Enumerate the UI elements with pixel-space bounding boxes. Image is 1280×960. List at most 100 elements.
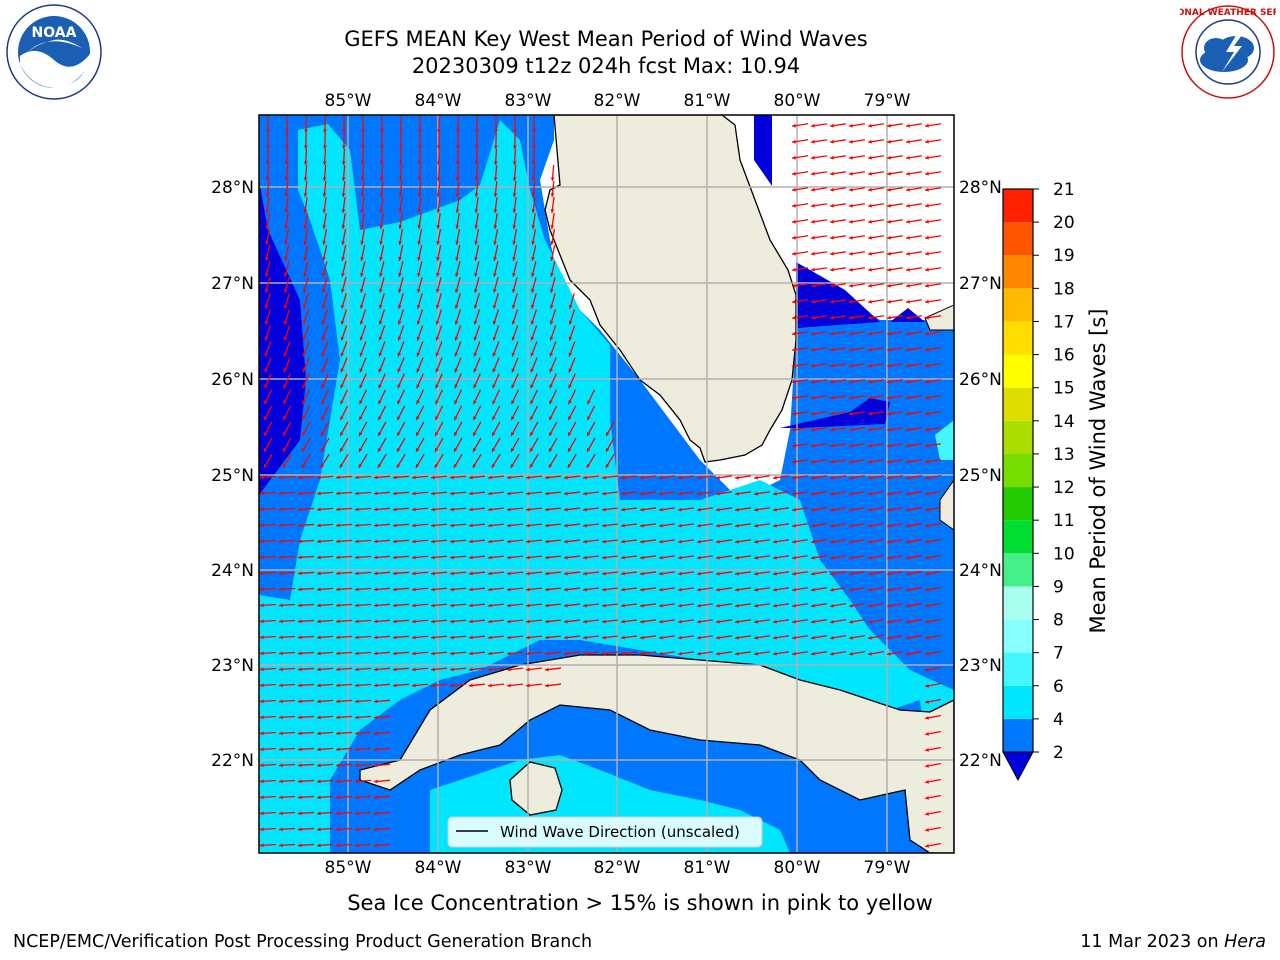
wave-direction-arrow [810, 459, 828, 464]
wave-direction-arrow [531, 132, 536, 150]
wave-direction-arrow [772, 635, 790, 640]
wave-direction-arrow [297, 699, 315, 704]
wave-direction-arrow [905, 379, 923, 384]
wave-direction-arrow [417, 245, 423, 261]
wave-direction-arrow [582, 587, 600, 592]
colorbar-segment [1003, 321, 1033, 355]
wave-direction-arrow [416, 341, 424, 357]
wave-direction-arrow [392, 683, 410, 688]
wave-direction-arrow [791, 443, 809, 448]
wave-direction-arrow [696, 475, 714, 480]
wave-direction-arrow [411, 523, 429, 528]
wave-direction-arrow [434, 405, 444, 421]
wave-direction-arrow [529, 437, 539, 453]
wave-direction-arrow [905, 459, 923, 464]
wave-direction-arrow [316, 491, 334, 496]
wave-direction-arrow [259, 763, 277, 768]
wave-direction-arrow [316, 555, 334, 560]
wave-direction-arrow [259, 843, 277, 848]
wave-direction-arrow [303, 132, 308, 150]
wave-direction-arrow [512, 229, 518, 245]
wave-direction-arrow [430, 603, 448, 608]
wave-direction-arrow [259, 507, 277, 512]
wave-direction-arrow [449, 651, 467, 656]
wave-direction-arrow [418, 117, 422, 133]
wave-direction-arrow [354, 635, 372, 640]
wave-direction-arrow [925, 474, 941, 480]
wave-direction-arrow [925, 506, 941, 512]
wave-direction-arrow [487, 507, 505, 512]
wave-direction-arrow [284, 132, 289, 150]
wave-direction-arrow [810, 443, 828, 448]
wave-direction-arrow [297, 491, 315, 496]
colorbar-tick-label: 15 [1053, 379, 1075, 399]
wave-direction-arrow [791, 187, 809, 192]
wave-direction-arrow [829, 267, 847, 272]
wave-direction-arrow [772, 571, 790, 576]
wave-direction-arrow [259, 539, 277, 544]
wave-direction-arrow [886, 363, 904, 368]
wave-direction-arrow [924, 267, 942, 272]
wave-direction-arrow [905, 347, 923, 352]
wave-direction-arrow [360, 245, 366, 261]
wave-direction-arrow [510, 453, 520, 469]
wave-direction-arrow [530, 325, 538, 341]
wave-direction-arrow [335, 731, 353, 736]
wave-direction-arrow [848, 395, 866, 400]
wave-direction-arrow [848, 379, 866, 384]
wave-direction-arrow [924, 283, 942, 288]
wave-direction-arrow [303, 245, 309, 261]
wave-direction-arrow [411, 667, 429, 672]
wave-direction-arrow [868, 490, 884, 496]
wave-direction-arrow [886, 443, 904, 448]
wave-direction-arrow [639, 539, 657, 544]
wave-direction-arrow [264, 309, 272, 325]
wave-direction-arrow [925, 698, 941, 704]
wave-direction-arrow [316, 603, 334, 608]
colorbar-segment [1003, 255, 1033, 289]
wave-direction-arrow [563, 571, 581, 576]
wave-direction-arrow [373, 667, 391, 672]
wave-direction-arrow [430, 619, 448, 624]
wave-direction-arrow [435, 277, 442, 293]
wave-direction-arrow [791, 331, 809, 336]
wave-direction-arrow [417, 212, 422, 230]
wave-direction-arrow [259, 523, 277, 528]
wave-direction-arrow [811, 587, 827, 592]
wave-direction-arrow [373, 475, 391, 480]
wave-direction-arrow [339, 453, 349, 469]
wave-direction-arrow [887, 474, 903, 480]
wave-direction-arrow [715, 539, 733, 544]
wave-direction-arrow [568, 357, 576, 373]
wave-direction-arrow [568, 309, 576, 325]
wave-direction-arrow [905, 331, 923, 336]
wave-direction-arrow [848, 171, 866, 176]
wave-direction-arrow [399, 117, 403, 133]
wave-direction-arrow [905, 443, 923, 448]
wave-direction-arrow [449, 587, 467, 592]
wave-direction-arrow [886, 203, 904, 208]
wave-direction-arrow [449, 555, 467, 560]
wave-direction-arrow [398, 180, 403, 198]
wave-direction-arrow [791, 507, 809, 512]
wave-direction-arrow [392, 603, 410, 608]
wave-direction-arrow [906, 490, 922, 496]
wave-direction-arrow [316, 619, 334, 624]
wave-direction-arrow [265, 261, 271, 277]
wave-direction-arrow [259, 475, 277, 480]
wave-direction-arrow [510, 421, 520, 437]
wave-direction-arrow [492, 325, 500, 341]
wave-direction-arrow [905, 171, 923, 176]
wave-direction-arrow [849, 538, 865, 544]
footer-branch: NCEP/EMC/Verification Post Processing Pr… [13, 932, 593, 952]
wave-direction-arrow [335, 667, 353, 672]
wave-direction-arrow [411, 507, 429, 512]
wave-direction-arrow [830, 523, 846, 528]
wave-direction-arrow [753, 587, 771, 592]
wave-direction-arrow [544, 667, 562, 672]
wave-direction-arrow [772, 491, 790, 496]
wave-direction-arrow [297, 795, 315, 800]
wave-direction-arrow [696, 651, 714, 656]
wave-direction-arrow [297, 747, 315, 752]
wave-direction-arrow [830, 603, 846, 608]
